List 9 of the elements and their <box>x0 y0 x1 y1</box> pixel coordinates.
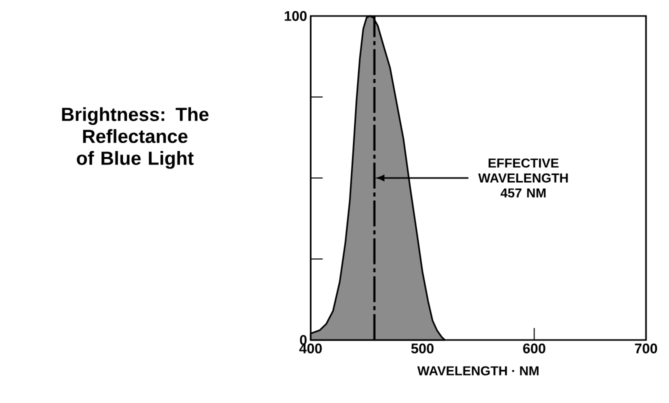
x-tick-label: 700 <box>634 344 658 354</box>
x-tick-label: 400 <box>299 344 322 354</box>
x-tick-label: 500 <box>411 344 434 354</box>
x-axis-title: WAVELENGTH · NM <box>417 366 539 376</box>
x-tick-label: 600 <box>523 344 546 354</box>
y-tick-label: 0 <box>300 335 307 345</box>
ref-line-label: EFFECTIVE WAVELENGTH 457 NM <box>478 158 568 198</box>
y-tick-label: 100 <box>284 11 307 21</box>
text: Brightness: The Reflectance of Blue Light <box>62 107 208 169</box>
